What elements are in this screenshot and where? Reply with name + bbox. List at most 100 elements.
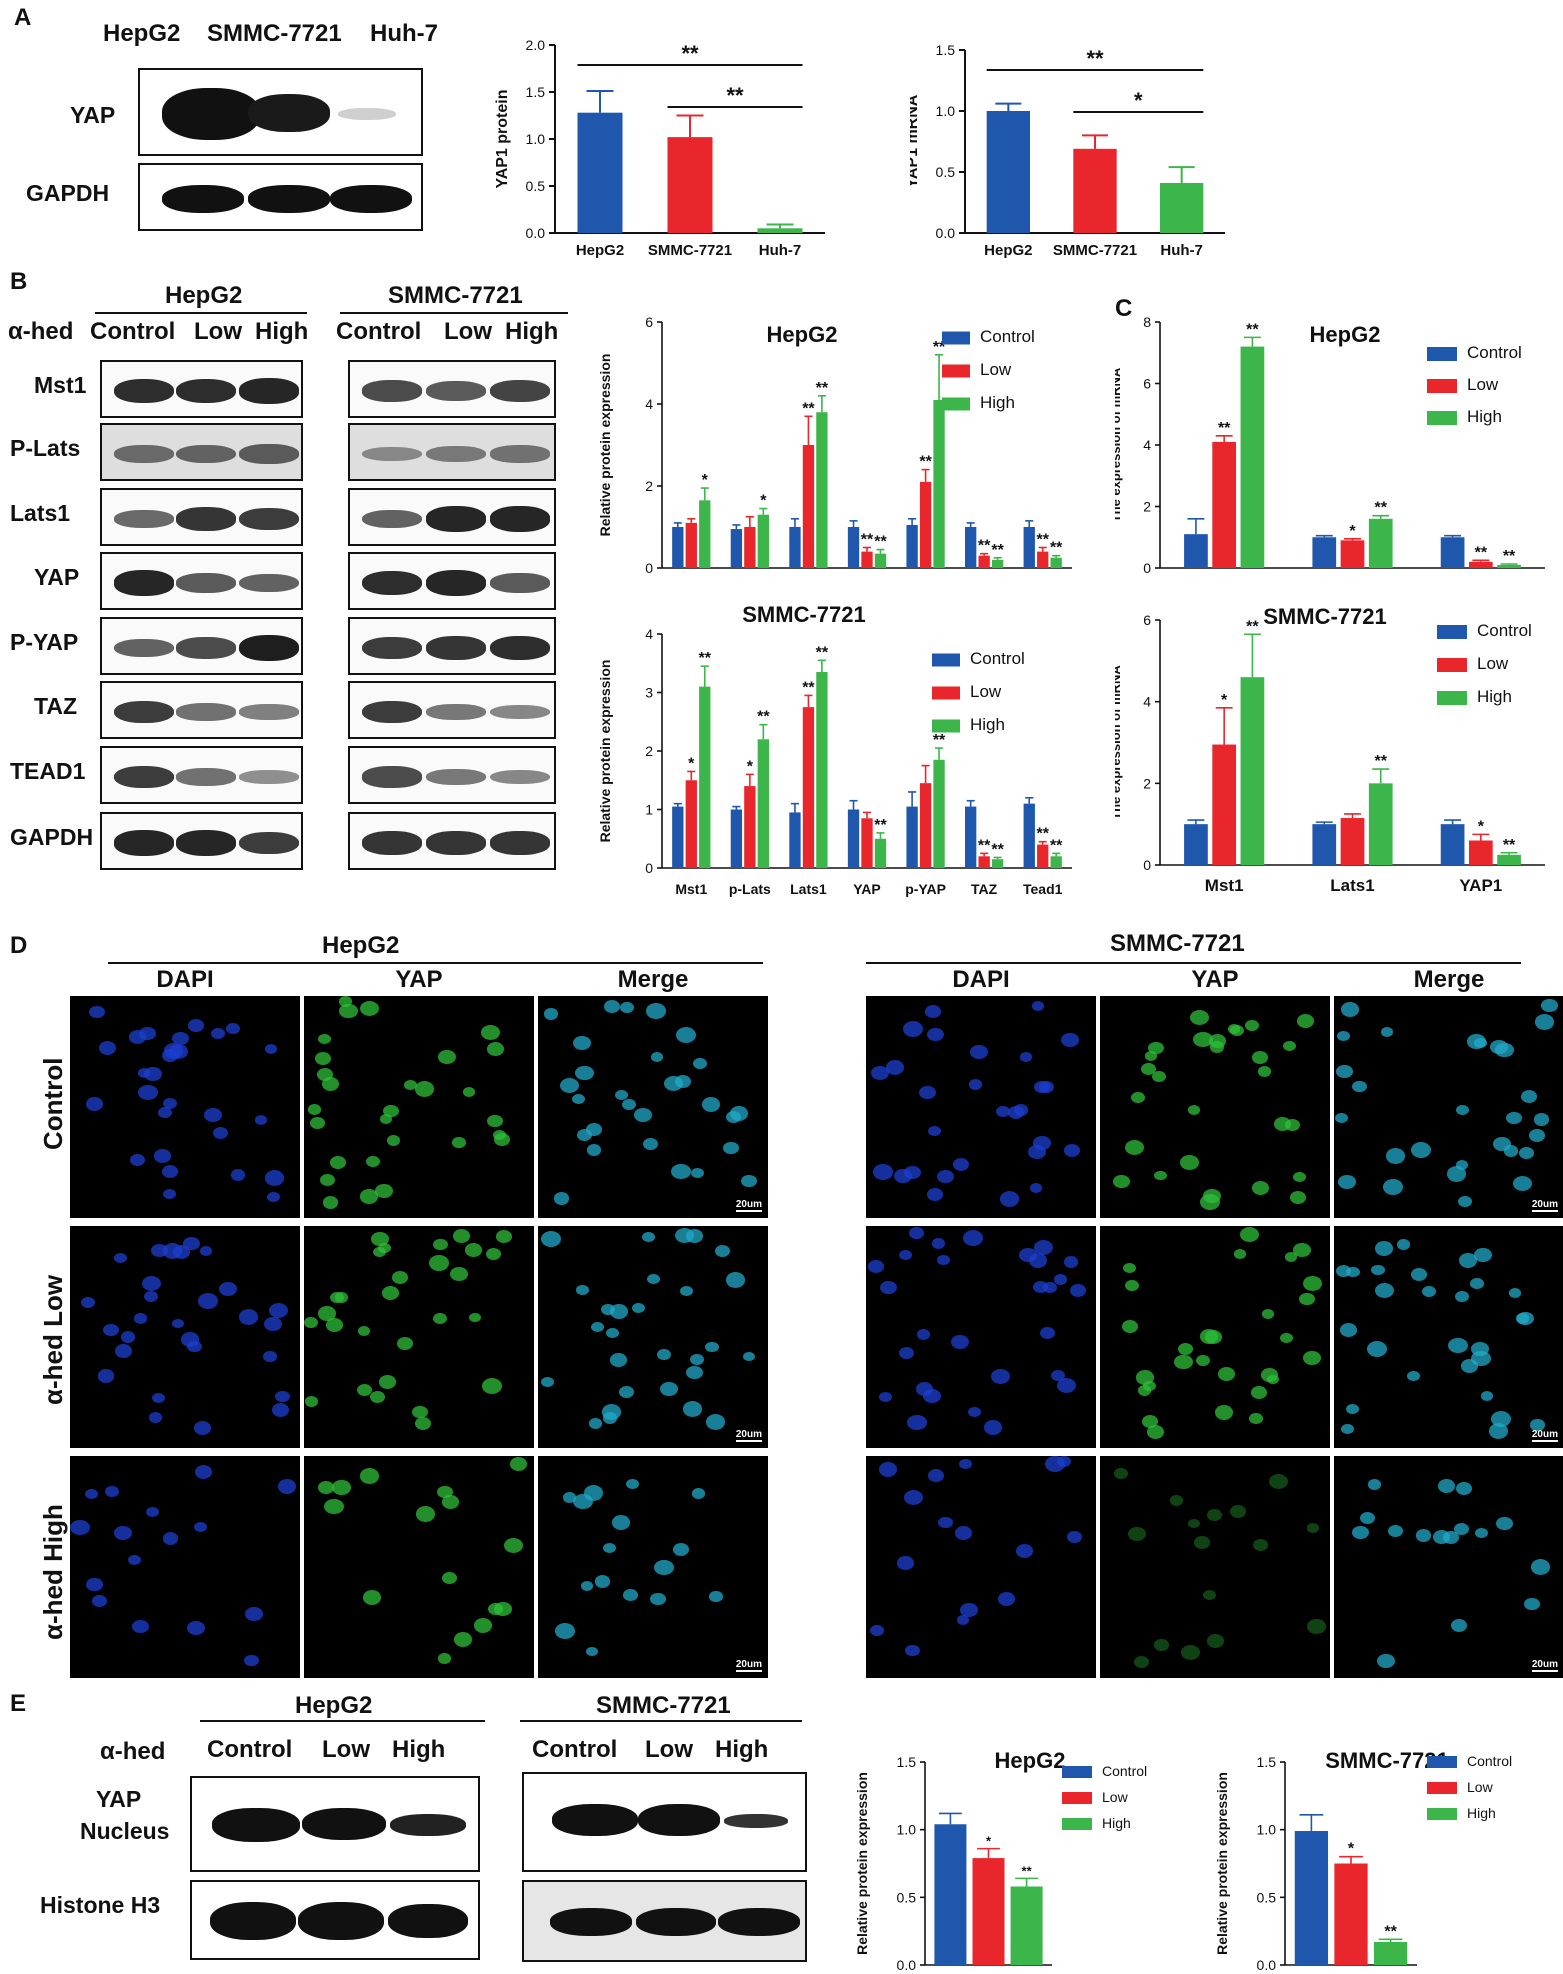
cell-nucleus: [218, 1281, 237, 1297]
bar: [757, 739, 769, 868]
cell-nucleus: [245, 1606, 264, 1622]
cell-nucleus: [330, 1156, 347, 1169]
cell-nucleus: [1034, 1239, 1054, 1256]
blot-band: [362, 509, 422, 529]
cell-nucleus: [573, 1036, 591, 1051]
y-tick-label: 2: [1143, 775, 1151, 791]
cell-nucleus: [1351, 1525, 1369, 1540]
legend-swatch: [1427, 379, 1457, 393]
cell-nucleus: [714, 1244, 730, 1258]
cell-nucleus: [611, 1515, 630, 1530]
blot-band: [238, 507, 299, 531]
cell-nucleus: [1217, 1367, 1236, 1382]
bar: [919, 481, 932, 568]
bar: [1312, 824, 1337, 865]
y-tick-label: 0: [645, 560, 653, 576]
cell-nucleus: [743, 1351, 756, 1362]
cell-nucleus: [1397, 1239, 1410, 1250]
blot-band: [238, 573, 299, 593]
cell-nucleus: [163, 1189, 177, 1200]
legend-swatch: [932, 719, 960, 733]
y-axis-label: Relative protein expression: [854, 1772, 870, 1955]
cell-nucleus: [683, 1401, 703, 1417]
bar: [577, 112, 623, 233]
d-row-label-1: α-hed Low: [38, 1274, 68, 1405]
cell-nucleus: [1251, 1181, 1270, 1195]
cell-nucleus: [1269, 1474, 1289, 1490]
chart-b-smmc: 0 1 2 3 4 Relative protein expression SMMC-772…: [597, 602, 1072, 897]
cell-nucleus: [927, 1027, 944, 1041]
e-blot-smmc-yap: [522, 1772, 807, 1872]
legend-label: Control: [970, 649, 1025, 668]
y-tick-label: 3: [645, 685, 653, 701]
cell-nucleus: [899, 1249, 913, 1261]
d-image-hepg2-dapi-2: [70, 1456, 300, 1678]
bar: [1294, 1831, 1329, 1965]
y-tick-label: 4: [1143, 437, 1151, 453]
bar: [972, 1858, 1005, 1965]
b-row-label-yap: YAP: [34, 564, 80, 590]
cell-nucleus: [633, 1107, 652, 1123]
cell-nucleus: [1359, 1511, 1376, 1525]
bar: [1212, 744, 1237, 865]
significance-star: **: [1036, 532, 1049, 549]
d-image-smmc-merge-1: 20um: [1334, 1226, 1563, 1448]
cell-nucleus: [586, 1122, 603, 1136]
blot-band: [552, 1804, 638, 1836]
a-header-huh7: Huh-7: [370, 20, 438, 47]
blot-band: [426, 570, 486, 596]
bar: [1240, 677, 1265, 865]
legend-swatch: [1062, 1766, 1092, 1778]
legend-label: High: [980, 393, 1015, 412]
cell-nucleus: [1032, 1000, 1045, 1011]
cell-nucleus: [1146, 1424, 1165, 1439]
cell-nucleus: [322, 1196, 339, 1209]
cell-nucleus: [1137, 1385, 1152, 1396]
significance-star: **: [757, 709, 770, 726]
d-col-header-dapi-smmc: DAPI: [952, 966, 1010, 993]
significance-label: *: [1134, 88, 1143, 113]
legend-label: Low: [1467, 1779, 1494, 1795]
bar: [1050, 856, 1062, 868]
bar: [1497, 854, 1521, 865]
scale-bar: 20um: [1531, 1659, 1558, 1672]
cell-nucleus: [187, 1620, 205, 1635]
b-group-smmc: SMMC-7721: [388, 282, 523, 309]
blot-band: [176, 573, 237, 593]
cell-nucleus: [1029, 1253, 1048, 1269]
legend-label: Low: [970, 682, 1002, 701]
cell-nucleus: [1338, 1175, 1357, 1190]
cell-nucleus: [897, 1556, 914, 1570]
cell-nucleus: [1455, 1482, 1472, 1496]
cell-nucleus: [1406, 1370, 1420, 1381]
cell-nucleus: [1227, 1023, 1241, 1034]
b-blot-taz-smmc: [348, 681, 556, 739]
cell-nucleus: [909, 1227, 924, 1239]
cell-nucleus: [609, 1304, 629, 1320]
chart-a-yap1-protein: 0.0 0.5 1.0 1.5 2.0 YAP1 protein HepG2 SMMC-772…: [495, 37, 825, 259]
b-row-label-gapdh: GAPDH: [10, 824, 94, 850]
y-tick-label: 0: [1143, 560, 1151, 576]
x-tick-label: Lats1: [1330, 579, 1374, 580]
cell-nucleus: [991, 1369, 1010, 1384]
significance-star: **: [933, 732, 946, 749]
cell-nucleus: [1515, 1313, 1529, 1324]
cell-nucleus: [1028, 1144, 1046, 1159]
cell-nucleus: [585, 1646, 598, 1657]
a-blot-gapdh: [138, 163, 423, 231]
cell-nucleus: [338, 996, 352, 1007]
bar: [789, 812, 801, 868]
e-col-hepg2-control: Control: [207, 1736, 293, 1763]
cell-nucleus: [1057, 1456, 1072, 1468]
cell-nucleus: [1299, 1292, 1315, 1306]
bar: [1440, 824, 1465, 865]
bar: [1050, 557, 1062, 568]
cell-nucleus: [663, 1075, 684, 1092]
cell-nucleus: [870, 1624, 885, 1636]
cell-nucleus: [115, 1344, 132, 1358]
cell-nucleus: [487, 1114, 503, 1128]
cell-nucleus: [968, 1078, 983, 1090]
scale-bar: 20um: [1531, 1199, 1558, 1212]
cell-nucleus: [1411, 1141, 1431, 1158]
cell-nucleus: [1123, 1262, 1136, 1273]
